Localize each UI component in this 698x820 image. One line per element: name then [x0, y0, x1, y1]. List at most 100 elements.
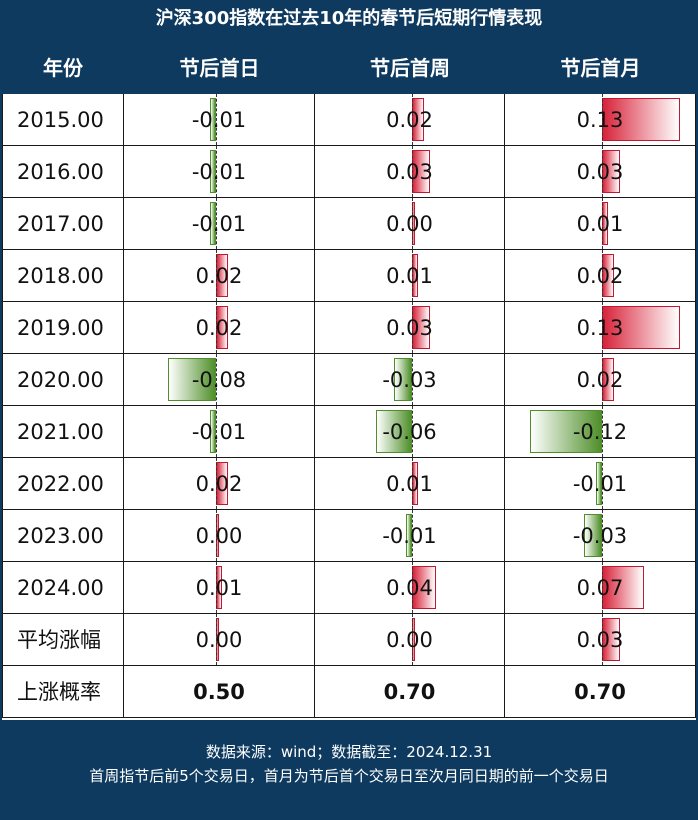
- data-cell: 0.00: [124, 510, 315, 562]
- data-label: 0.03: [576, 628, 624, 652]
- zero-axis-line: [412, 562, 413, 613]
- data-bar: [602, 306, 680, 349]
- data-label: -0.08: [191, 368, 247, 392]
- data-cell: 0.03: [315, 146, 505, 198]
- data-label: 0.07: [576, 576, 624, 600]
- data-cell: -0.03: [505, 510, 696, 562]
- data-cell: 0.02: [124, 302, 315, 354]
- data-label: 0.02: [195, 316, 243, 340]
- data-cell: 0.02: [124, 458, 315, 510]
- data-cell: -0.06: [315, 406, 505, 458]
- data-cell: 0.04: [315, 562, 505, 614]
- row-label: 2021.00: [17, 420, 104, 444]
- data-cell: 0.01: [505, 198, 696, 250]
- data-cell: 0.02: [124, 250, 315, 302]
- row-label-cell: 2024.00: [2, 562, 124, 614]
- data-cell: -0.03: [315, 354, 505, 406]
- data-cell: 0.03: [315, 302, 505, 354]
- zero-axis-line: [216, 562, 217, 613]
- data-bar: [596, 462, 602, 505]
- zero-axis-line: [216, 302, 217, 353]
- data-label: 0.01: [386, 472, 433, 496]
- zero-axis-line: [216, 406, 217, 457]
- zero-axis-line: [412, 302, 413, 353]
- data-label: 0.00: [195, 524, 243, 548]
- row-label-cell: 2018.00: [2, 250, 124, 302]
- data-bar: [394, 358, 412, 401]
- data-label: -0.03: [572, 524, 628, 548]
- row-label: 2018.00: [17, 264, 104, 288]
- footer-definition: 首周指节后前5个交易日，首月为节后首个交易日至次月同日期的前一个交易日: [89, 767, 609, 785]
- data-bar: [210, 410, 216, 453]
- row-label: 2015.00: [17, 108, 104, 132]
- data-label: 0.70: [383, 680, 436, 704]
- column-header-2: 节后首周: [315, 42, 506, 94]
- zero-axis-line: [602, 510, 603, 561]
- data-cell: 0.02: [505, 250, 696, 302]
- zero-axis-line: [216, 198, 217, 249]
- data-cell: 0.50: [124, 666, 315, 718]
- data-label: 0.02: [195, 472, 243, 496]
- row-label: 2024.00: [17, 576, 104, 600]
- data-bar: [602, 566, 644, 609]
- data-cell: -0.01: [315, 510, 505, 562]
- data-cell: 0.03: [505, 614, 696, 666]
- data-label: -0.06: [382, 420, 437, 444]
- data-label: 0.02: [576, 368, 624, 392]
- data-label: -0.01: [191, 420, 247, 444]
- data-bar: [406, 514, 412, 557]
- data-cell: 0.02: [505, 354, 696, 406]
- zero-axis-line: [412, 406, 413, 457]
- data-cell: 0.00: [124, 614, 315, 666]
- data-cell: 0.00: [315, 614, 505, 666]
- data-label: 0.03: [386, 316, 433, 340]
- zero-axis-line: [602, 302, 603, 353]
- data-bar: [168, 358, 216, 401]
- data-cell: -0.08: [124, 354, 315, 406]
- data-bar: [376, 410, 412, 453]
- data-cell: 0.01: [315, 250, 505, 302]
- data-label: 0.01: [386, 264, 433, 288]
- data-label: 0.02: [386, 108, 433, 132]
- data-label: -0.01: [572, 472, 628, 496]
- row-label-cell: 2021.00: [2, 406, 124, 458]
- zero-axis-line: [602, 562, 603, 613]
- zero-axis-line: [216, 458, 217, 509]
- zero-axis-line: [412, 94, 413, 145]
- data-label: 0.50: [193, 680, 245, 704]
- zero-axis-line: [412, 198, 413, 249]
- row-label: 2020.00: [17, 368, 104, 392]
- row-label: 2023.00: [17, 524, 104, 548]
- zero-axis-line: [412, 250, 413, 301]
- row-label: 平均涨幅: [17, 628, 101, 652]
- row-label-cell: 2017.00: [2, 198, 124, 250]
- zero-axis-line: [216, 250, 217, 301]
- zero-axis-line: [216, 614, 217, 665]
- zero-axis-line: [602, 458, 603, 509]
- data-bar: [530, 410, 602, 453]
- zero-axis-line: [412, 614, 413, 665]
- zero-axis-line: [602, 406, 603, 457]
- data-cell: 0.01: [315, 458, 505, 510]
- data-cell: -0.01: [124, 146, 315, 198]
- zero-axis-line: [602, 146, 603, 197]
- data-label: -0.03: [382, 368, 437, 392]
- data-label: 0.00: [386, 628, 433, 652]
- data-label: 0.01: [195, 576, 243, 600]
- data-label: 0.01: [576, 212, 624, 236]
- row-label: 2019.00: [17, 316, 104, 340]
- data-cell: -0.01: [124, 198, 315, 250]
- data-cell: -0.12: [505, 406, 696, 458]
- data-cell: 0.02: [315, 94, 505, 146]
- data-cell: 0.01: [124, 562, 315, 614]
- zero-axis-line: [412, 354, 413, 405]
- column-header-3: 节后首月: [505, 42, 696, 94]
- row-label-cell: 平均涨幅: [2, 614, 124, 666]
- zero-axis-line: [216, 354, 217, 405]
- data-bar: [584, 514, 602, 557]
- data-label: 0.03: [576, 160, 624, 184]
- row-label: 上涨概率: [17, 680, 101, 704]
- data-table: 年份 节后首日 节后首周 节后首月 2015.00 -0.01 0.02 0.13 2016.0…: [2, 42, 696, 720]
- zero-axis-line: [216, 146, 217, 197]
- footer-notes: 数据来源：wind；数据截至：2024.12.31 首周指节后前5个交易日，首月…: [0, 740, 698, 788]
